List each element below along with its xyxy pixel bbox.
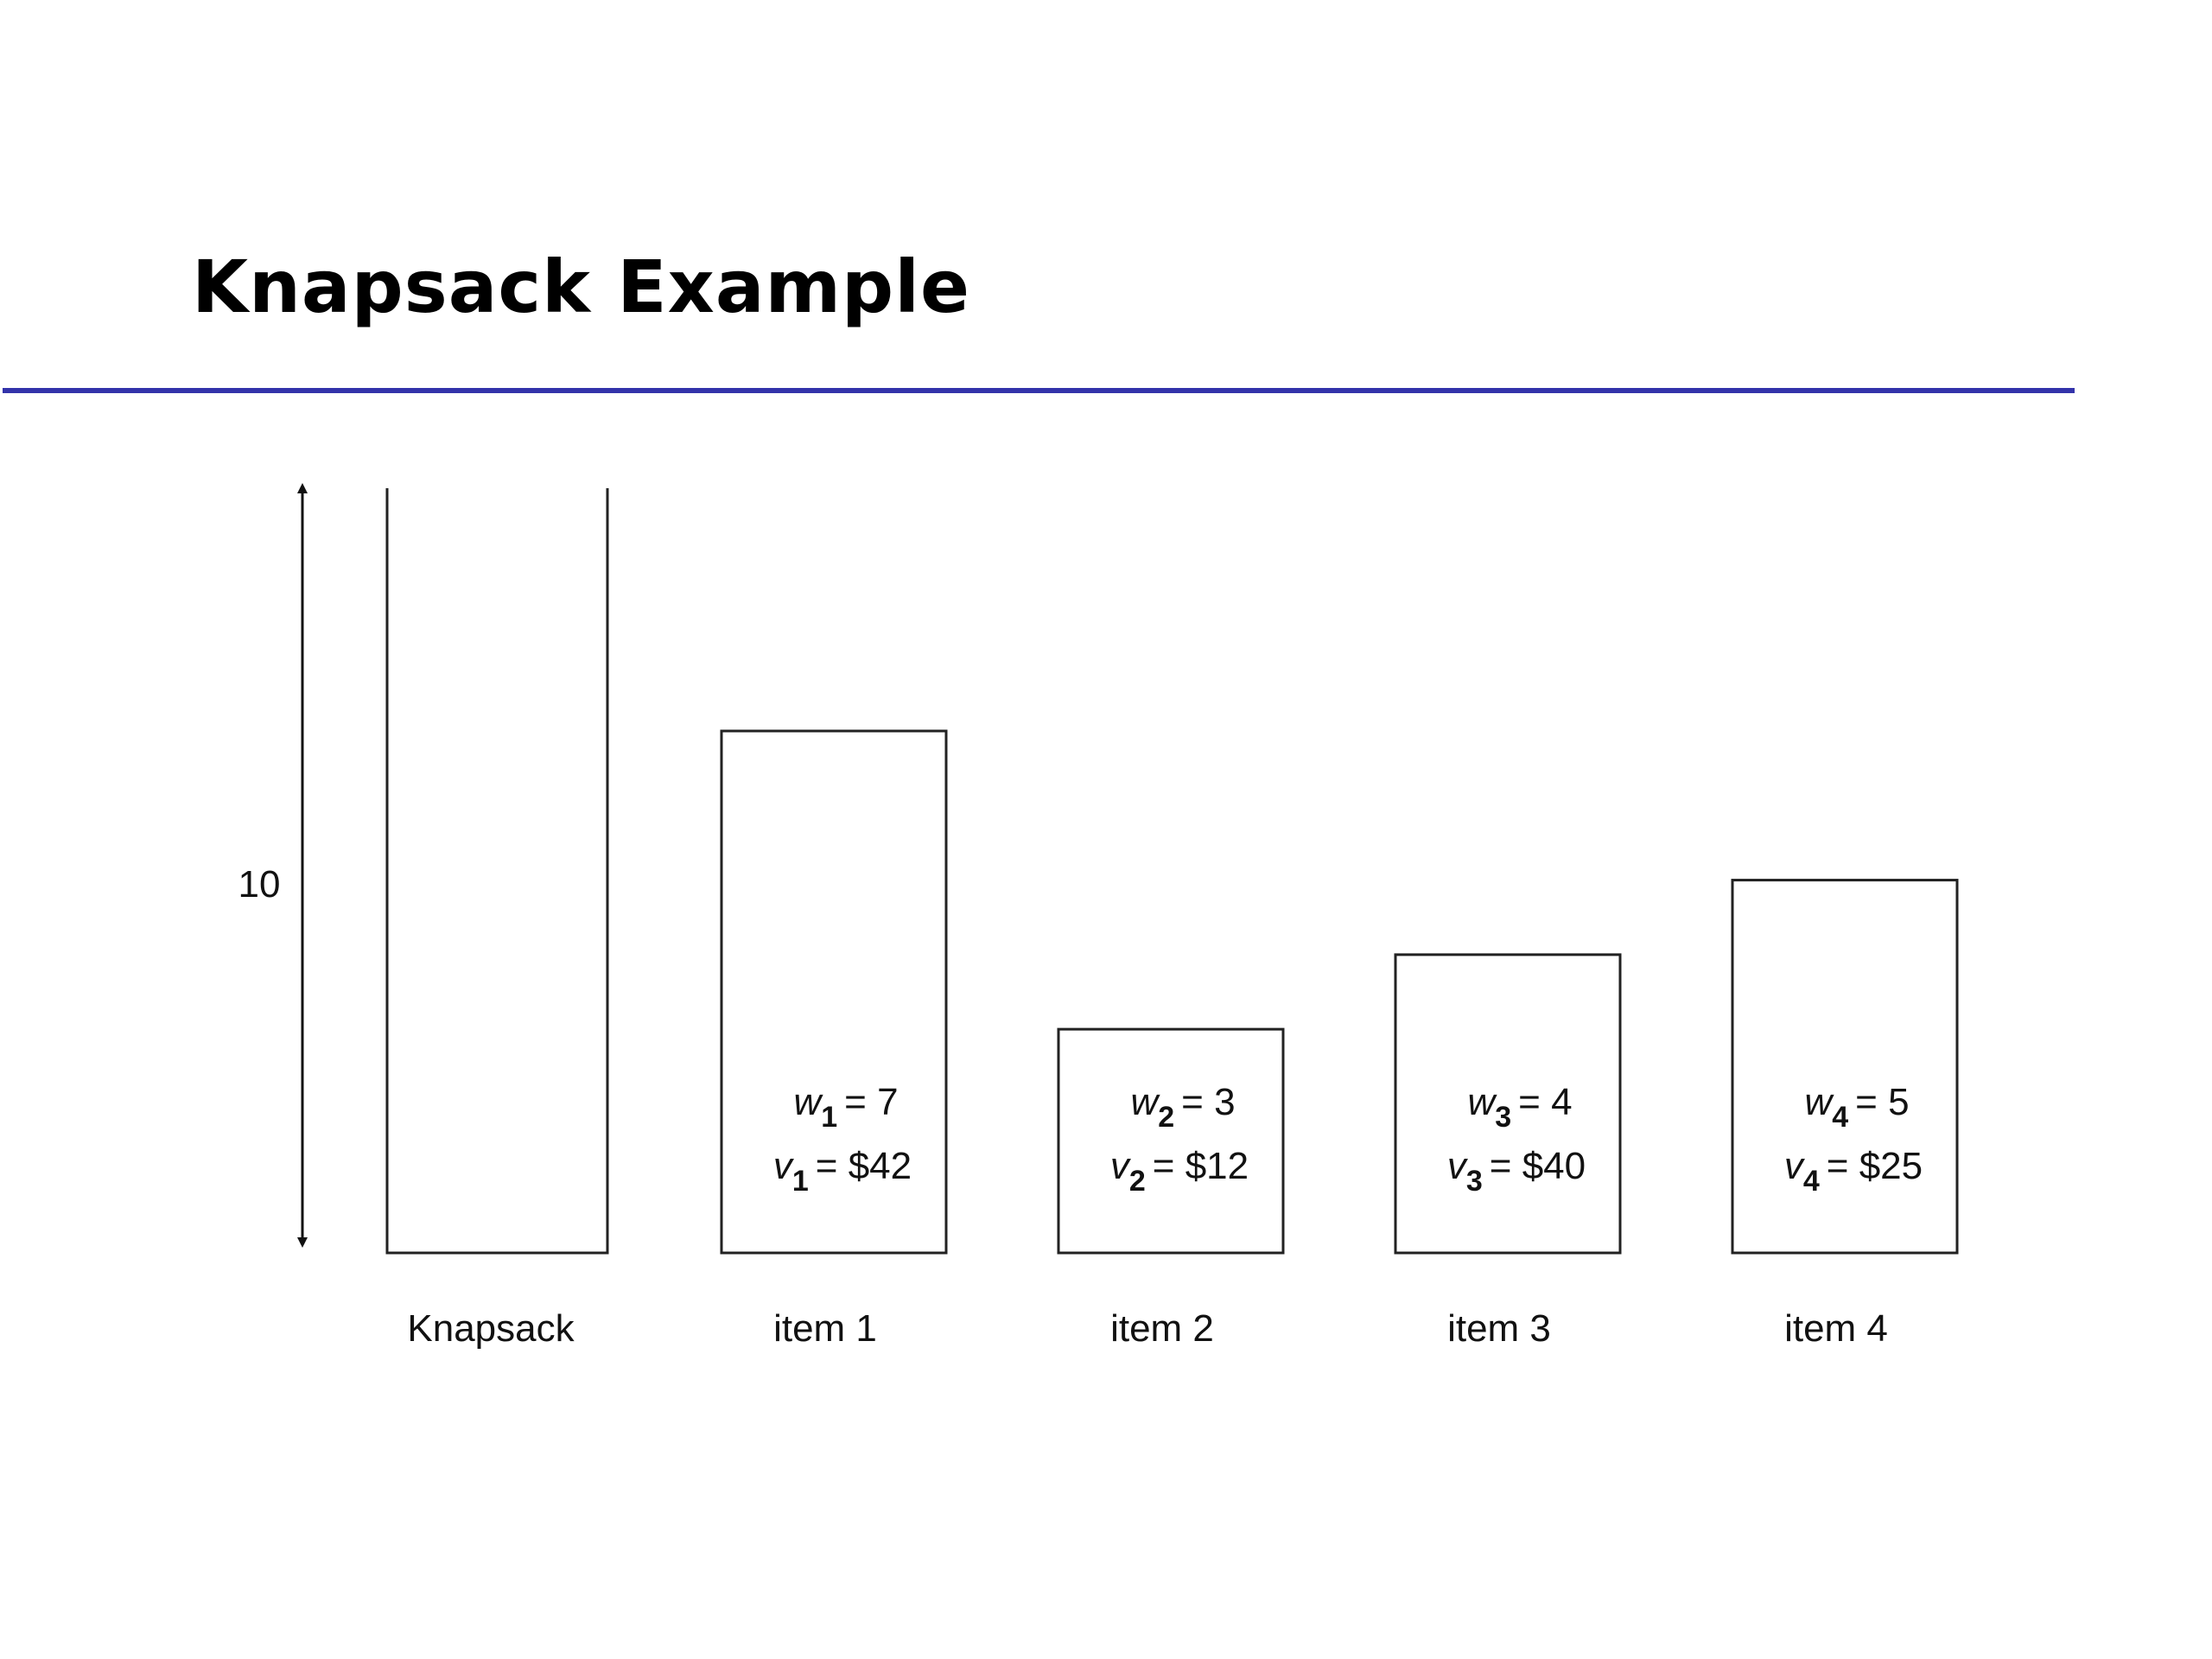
item-value-index: 1: [792, 1165, 809, 1198]
item-value-text: v3 = $40: [1447, 1145, 1586, 1198]
item-box: [1731, 879, 1959, 1255]
item-value-text: v2 = $12: [1110, 1145, 1249, 1198]
knapsack-container: [385, 488, 609, 1255]
item-weight-var: w: [1804, 1081, 1834, 1123]
item-weight-value: = 7: [844, 1081, 898, 1123]
item-weight-value: = 4: [1518, 1081, 1572, 1123]
item-value-text: v1 = $42: [773, 1145, 912, 1198]
item-value-index: 3: [1466, 1165, 1483, 1198]
item-weight-text: w4 = 5: [1804, 1081, 1909, 1134]
knapsack-label: Knapsack: [407, 1307, 575, 1350]
item-weight-var: w: [1467, 1081, 1497, 1123]
item-value-var: v: [1110, 1145, 1132, 1187]
item-label: item 2: [1110, 1307, 1214, 1350]
item-weight-var: w: [793, 1081, 823, 1123]
item-weight-index: 2: [1158, 1101, 1174, 1134]
item-value-index: 4: [1803, 1165, 1820, 1198]
item-value-index: 2: [1129, 1165, 1146, 1198]
item-weight-text: w2 = 3: [1130, 1081, 1235, 1134]
item-value-var: v: [1784, 1145, 1806, 1187]
item-value-value: = $40: [1490, 1145, 1586, 1187]
item-value-value: = $25: [1827, 1145, 1923, 1187]
item-value-value: = $12: [1153, 1145, 1249, 1187]
item-weight-value: = 3: [1181, 1081, 1235, 1123]
item-weight-value: = 5: [1855, 1081, 1909, 1123]
item-value-var: v: [1447, 1145, 1469, 1187]
item-label: item 4: [1784, 1307, 1888, 1350]
slide-title: Knapsack Example: [192, 245, 970, 329]
item-weight-text: w3 = 4: [1467, 1081, 1572, 1134]
item-weight-text: w1 = 7: [793, 1081, 898, 1134]
item-weight-index: 1: [821, 1101, 837, 1134]
item-box: [1057, 1027, 1285, 1255]
item-weight-index: 4: [1832, 1101, 1848, 1134]
item-weight-var: w: [1130, 1081, 1160, 1123]
item-value-value: = $42: [816, 1145, 912, 1187]
title-underline: [3, 388, 2075, 393]
capacity-label: 10: [238, 863, 281, 906]
item-box: [1394, 953, 1622, 1255]
item-box: [720, 729, 948, 1255]
item-weight-index: 3: [1495, 1101, 1511, 1134]
item-label: item 1: [773, 1307, 877, 1350]
item-label: item 3: [1447, 1307, 1551, 1350]
item-value-text: v4 = $25: [1784, 1145, 1923, 1198]
item-value-var: v: [773, 1145, 795, 1187]
